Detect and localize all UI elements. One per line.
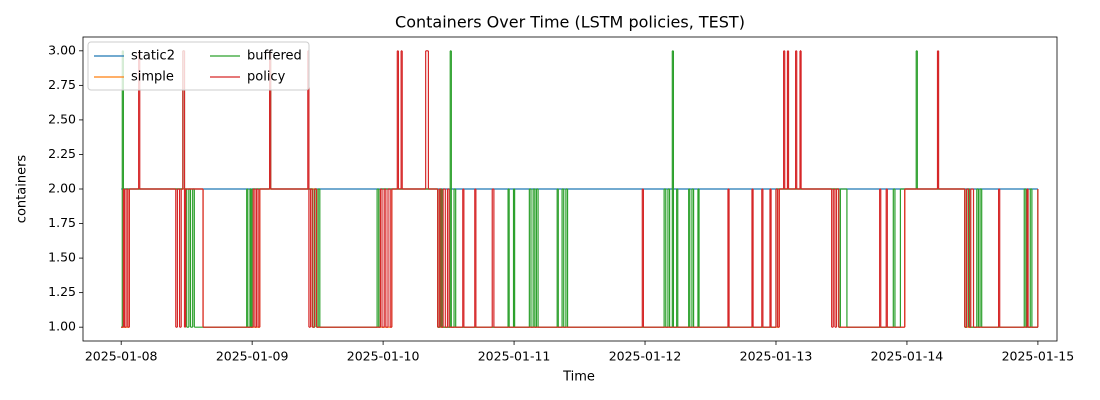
legend: static2 simple buffered policy bbox=[87, 41, 310, 91]
y-tick-label: 1.25 bbox=[48, 284, 76, 299]
legend-frame bbox=[87, 41, 310, 91]
x-tick-label: 2025-01-11 bbox=[478, 349, 551, 364]
x-tick-label: 2025-01-08 bbox=[85, 349, 158, 364]
y-tick-label: 2.50 bbox=[48, 111, 76, 126]
chart-title: Containers Over Time (LSTM policies, TES… bbox=[395, 13, 745, 32]
x-axis-label: Time bbox=[562, 370, 595, 385]
x-tick-label: 2025-01-09 bbox=[216, 349, 289, 364]
y-axis-label: containers bbox=[15, 155, 30, 224]
legend-label: static2 bbox=[131, 49, 175, 64]
x-tick-label: 2025-01-13 bbox=[740, 349, 813, 364]
y-tick-label: 1.75 bbox=[48, 215, 76, 230]
legend-label: simple bbox=[131, 70, 174, 85]
y-tick-label: 1.50 bbox=[48, 250, 76, 265]
y-tick-label: 1.00 bbox=[48, 319, 76, 334]
x-tick-label: 2025-01-10 bbox=[347, 349, 420, 364]
plot-area bbox=[121, 50, 1039, 328]
x-tick-label: 2025-01-14 bbox=[871, 349, 944, 364]
legend-label: policy bbox=[247, 70, 286, 85]
y-tick-label: 2.00 bbox=[48, 181, 76, 196]
x-tick-label: 2025-01-15 bbox=[1002, 349, 1075, 364]
y-tick-label: 3.00 bbox=[48, 42, 76, 57]
y-tick-label: 2.25 bbox=[48, 146, 76, 161]
y-tick-label: 2.75 bbox=[48, 77, 76, 92]
legend-label: buffered bbox=[247, 49, 302, 64]
x-tick-label: 2025-01-12 bbox=[609, 349, 682, 364]
series-line bbox=[121, 50, 1039, 328]
